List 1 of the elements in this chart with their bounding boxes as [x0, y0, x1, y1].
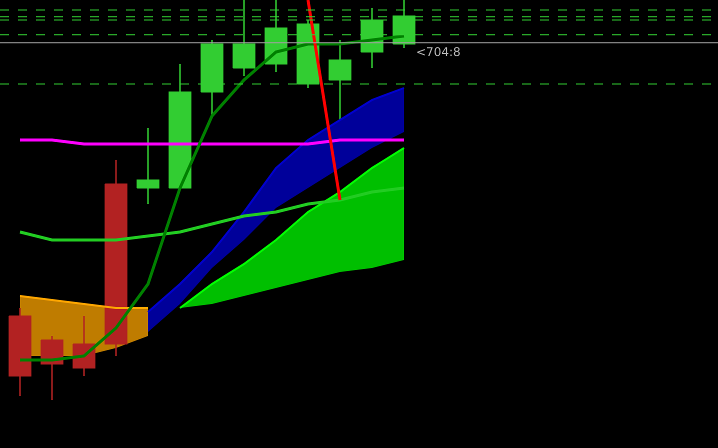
annotation: <704:8 [416, 45, 461, 59]
